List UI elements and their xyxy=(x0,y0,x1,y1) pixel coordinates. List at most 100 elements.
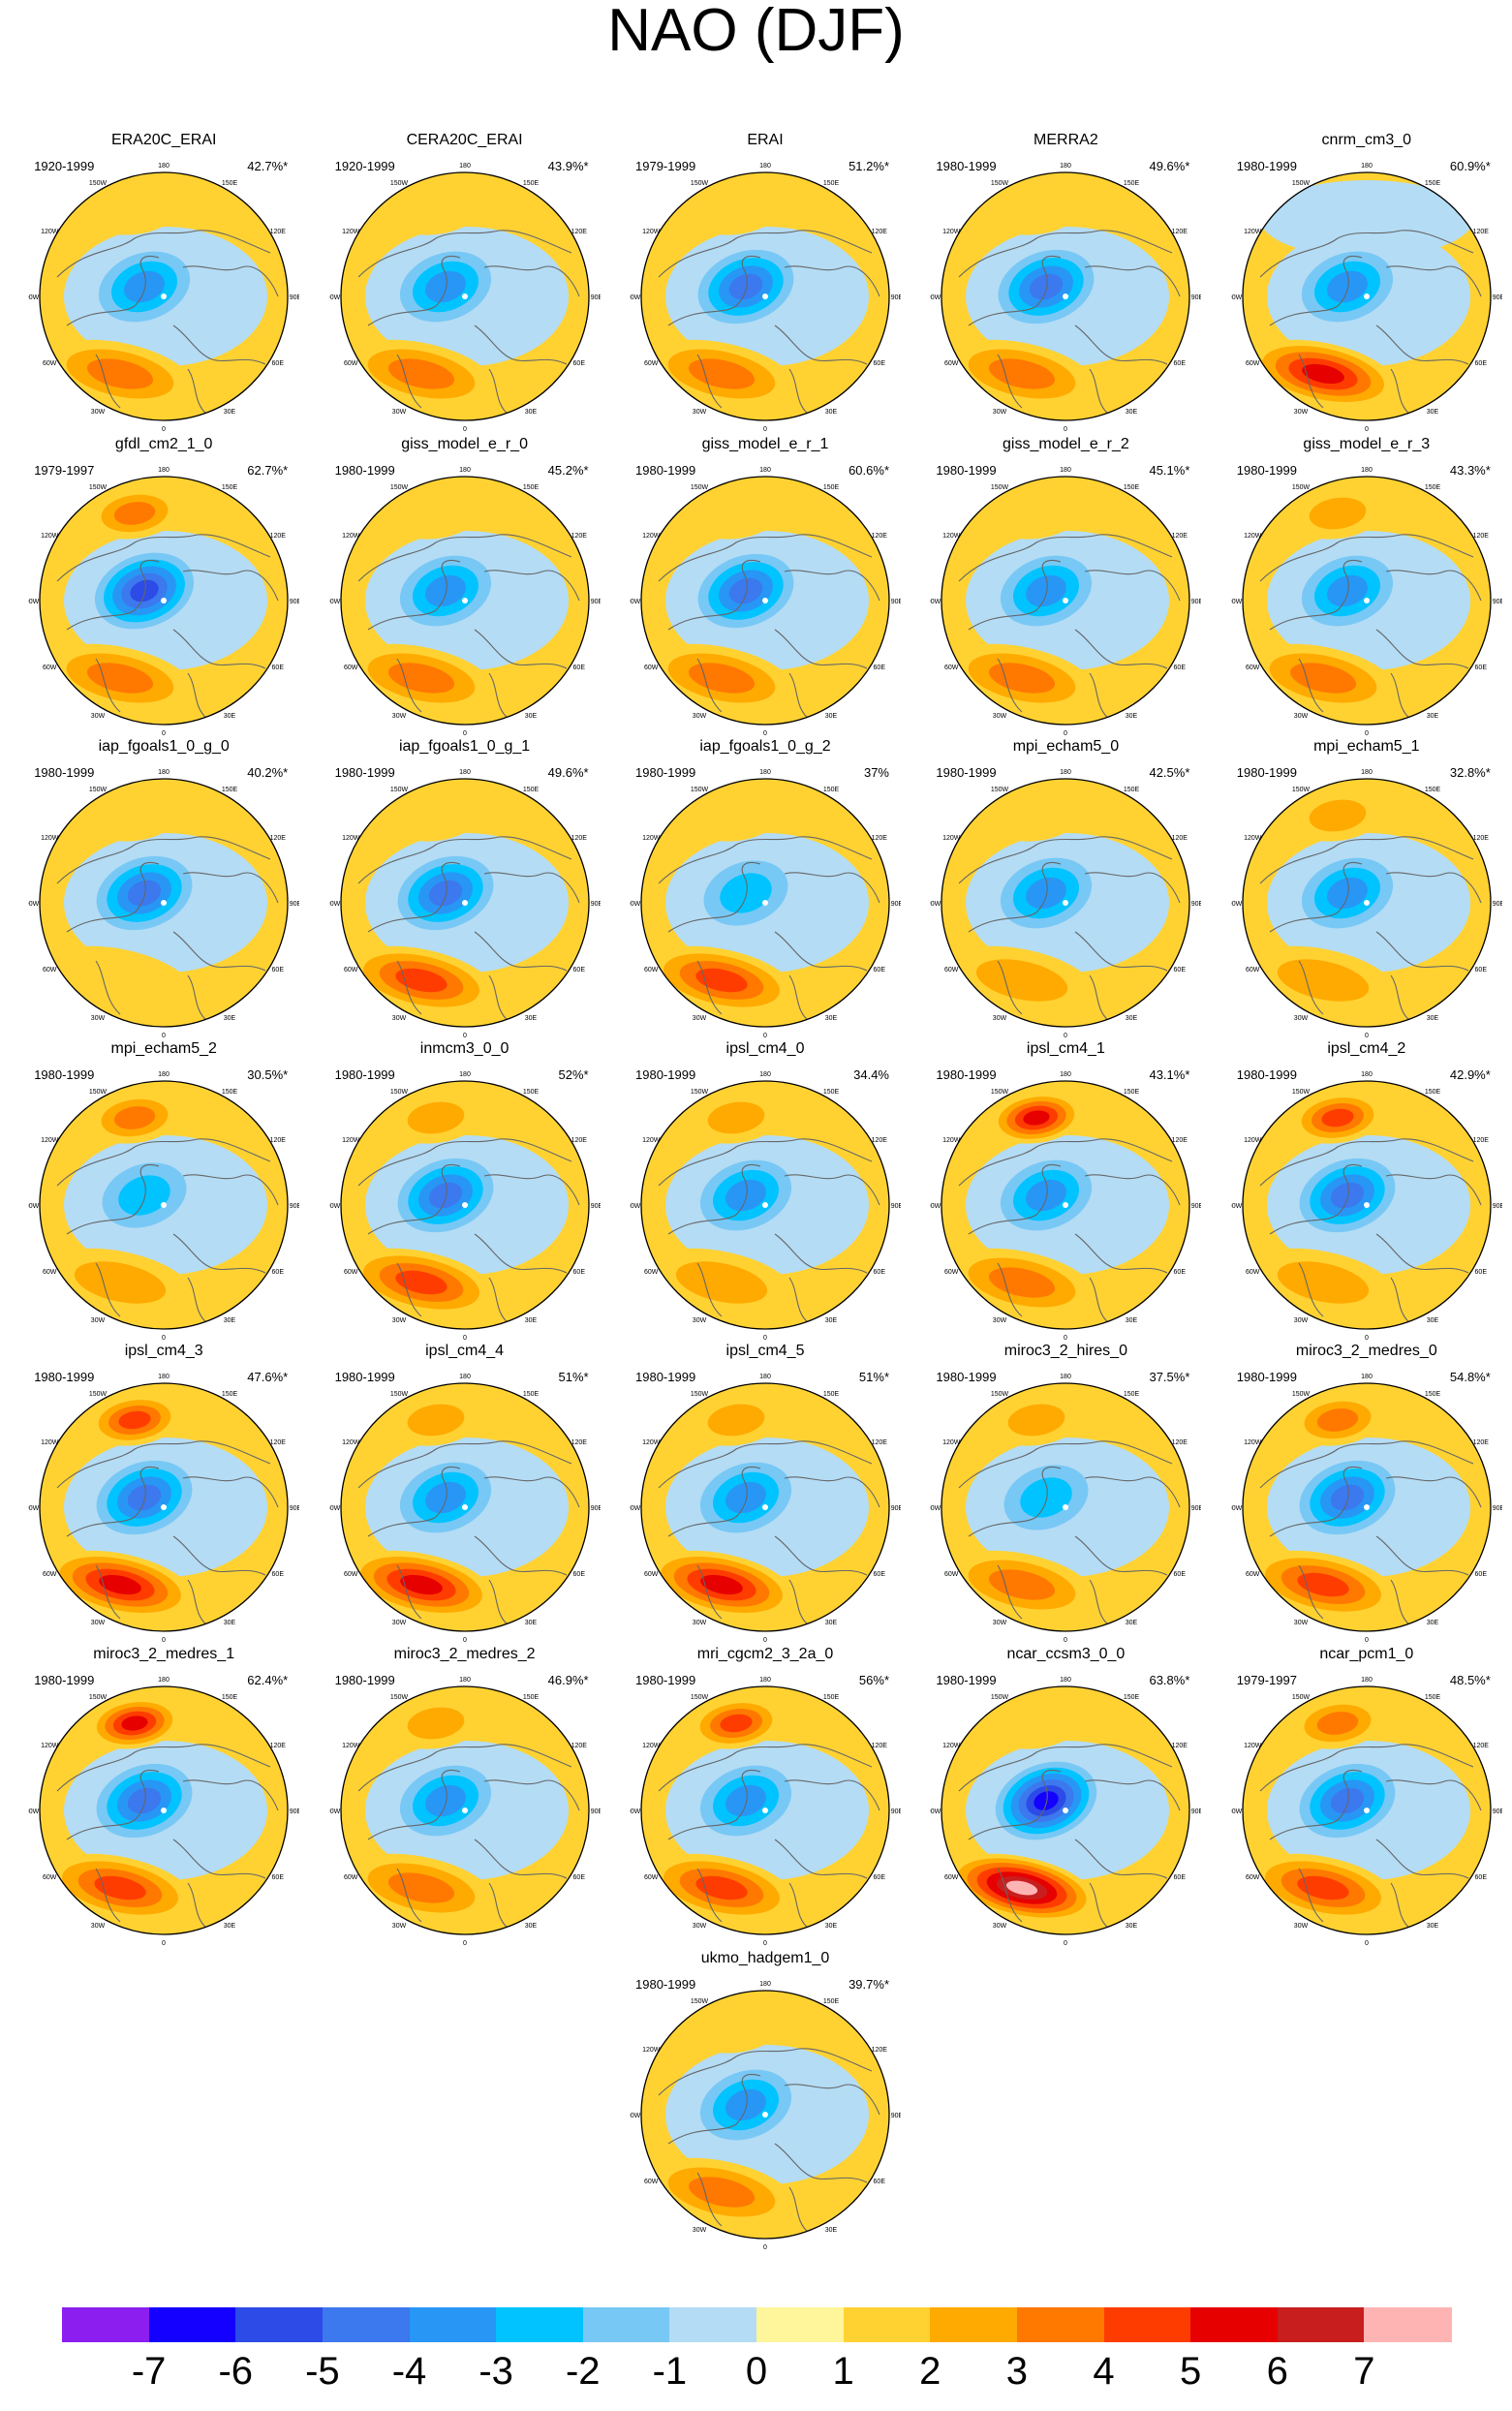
lon-label: 60W xyxy=(1246,967,1260,974)
lon-label: 90E xyxy=(290,1203,299,1210)
lon-label: 90W xyxy=(28,1505,40,1512)
lon-label: 60E xyxy=(272,967,285,974)
lon-label: 30W xyxy=(391,1923,406,1930)
lon-label: 60W xyxy=(43,360,57,367)
lon-label: 0 xyxy=(1365,426,1369,432)
map-boundary xyxy=(941,1079,1191,1330)
panel-explained-variance: 56%* xyxy=(858,1673,889,1688)
lon-label: 150E xyxy=(823,1391,840,1398)
map-boundary xyxy=(339,171,590,421)
lon-label: 90E xyxy=(891,599,901,605)
coastlines xyxy=(357,835,580,1022)
panel-title: miroc3_2_medres_2 xyxy=(393,1646,536,1663)
panel-explained-variance: 40.2%* xyxy=(247,764,289,780)
lon-label: 0 xyxy=(763,730,767,736)
lon-label: 0 xyxy=(1365,730,1369,736)
lon-label: 30W xyxy=(391,712,406,719)
lon-label: 180 xyxy=(1061,467,1072,474)
colorbar-tick-label: 2 xyxy=(919,2350,941,2393)
lon-label: 120E xyxy=(1172,533,1188,540)
lon-label: 120E xyxy=(270,1439,287,1446)
atlantic-high-contour-4 xyxy=(94,1875,146,1901)
lon-label: 120E xyxy=(571,1137,587,1144)
atlantic-high-contour-3 xyxy=(1289,662,1356,694)
lon-label: 90W xyxy=(930,901,941,908)
lon-label: 120E xyxy=(270,1743,287,1749)
panel-explained-variance: 43.9%* xyxy=(547,159,589,173)
coastlines xyxy=(959,1439,1181,1626)
lon-label: 60W xyxy=(1246,1874,1260,1881)
lon-label: 90E xyxy=(590,1203,600,1210)
arctic-low-contour-4 xyxy=(1026,574,1067,606)
panel-explained-variance: 43.1%* xyxy=(1149,1066,1190,1082)
pacific-high-contour-1 xyxy=(388,486,482,540)
lon-label: 120W xyxy=(1244,229,1262,235)
lon-label: 60E xyxy=(1474,1571,1487,1578)
panel-title: giss_model_e_r_0 xyxy=(401,435,528,452)
panel-title: miroc3_2_hires_0 xyxy=(1003,1342,1127,1359)
panel-period: 1980-1999 xyxy=(34,1673,95,1688)
panel-explained-variance: 62.4%* xyxy=(247,1673,289,1688)
polar-map: 180 150E 120E 90E 60E 30E 0 30W 60W 90W 120W 150W xyxy=(630,1071,901,1341)
lon-label: 120E xyxy=(872,2047,888,2054)
lon-label: 60E xyxy=(1174,1269,1187,1276)
polar-map: 180 150E 120E 90E 60E 30E 0 30W 60W 90W 120W 150W xyxy=(329,1071,601,1341)
panel-explained-variance: 63.8%* xyxy=(1149,1673,1190,1688)
lon-label: 180 xyxy=(459,1677,471,1684)
atlantic-high-contour-3 xyxy=(688,358,756,389)
lon-label: 90W xyxy=(930,599,941,605)
lon-label: 90E xyxy=(1191,1505,1201,1512)
atlantic-high-contour-5 xyxy=(399,1574,443,1594)
lon-label: 180 xyxy=(759,467,771,474)
lon-label: 150W xyxy=(89,1391,108,1398)
panel-giss_model_e_r_1: giss_model_e_r_1 1980-1999 60.6%* 180 150E 12… xyxy=(620,436,910,736)
lon-label: 180 xyxy=(1061,1071,1072,1078)
lon-label: 120W xyxy=(1244,1743,1262,1749)
pacific-high-contour-1 xyxy=(990,788,1084,842)
colorbar-swatch xyxy=(496,2307,584,2342)
panel-explained-variance: 51.2%* xyxy=(849,159,889,173)
coastlines xyxy=(959,1744,1181,1930)
lon-label: 120E xyxy=(1472,835,1489,842)
lon-label: 0 xyxy=(1365,1637,1369,1643)
lon-label: 60W xyxy=(944,967,959,974)
arctic-low-contour-5 xyxy=(127,1787,162,1814)
polar-map: 180 150E 120E 90E 60E 30E 0 30W 60W 90W 120W 150W xyxy=(1231,467,1502,736)
lon-label: 120W xyxy=(1244,1137,1262,1144)
lon-label: 30E xyxy=(524,712,537,719)
panel-period: 1980-1999 xyxy=(936,1066,997,1082)
lon-label: 180 xyxy=(158,1677,170,1684)
lon-label: 180 xyxy=(759,1677,771,1684)
lon-label: 30W xyxy=(91,409,106,416)
lon-label: 30W xyxy=(693,1014,707,1021)
lon-label: 90E xyxy=(891,294,901,301)
panel-period: 1920-1999 xyxy=(334,159,395,173)
panel-ukmo_hadgem1_0: ukmo_hadgem1_0 1980-1999 39.7%* 180 150E 120E… xyxy=(620,1950,910,2250)
lon-label: 120E xyxy=(1172,1137,1188,1144)
panel-title: ipsl_cm4_0 xyxy=(725,1039,805,1057)
lon-label: 150E xyxy=(823,1998,840,2005)
arctic-low-contour-5 xyxy=(728,577,763,603)
lon-label: 150E xyxy=(522,1089,539,1096)
lon-label: 60W xyxy=(344,1874,358,1881)
coastlines xyxy=(56,835,279,1022)
lon-label: 120E xyxy=(571,835,587,842)
polar-map: 180 150E 120E 90E 60E 30E 0 30W 60W 90W 120W 150W xyxy=(1231,1071,1502,1341)
lon-label: 90E xyxy=(590,1808,600,1815)
lon-label: 120W xyxy=(642,1137,661,1144)
colorbar-tick-label: -3 xyxy=(478,2350,513,2393)
lon-label: 30W xyxy=(1294,409,1309,416)
lon-label: 60E xyxy=(272,1874,285,1881)
panel-period: 1980-1999 xyxy=(1236,1369,1297,1384)
panel-period: 1980-1999 xyxy=(34,1066,95,1082)
lon-label: 150E xyxy=(522,484,539,491)
arctic-low-contour-5 xyxy=(127,1484,162,1510)
north-pole-marker xyxy=(1363,899,1370,906)
arctic-low-contour-4 xyxy=(424,1481,466,1513)
lon-label: 0 xyxy=(162,1637,166,1643)
lon-label: 150E xyxy=(1124,1391,1140,1398)
lon-label: 30W xyxy=(693,2227,707,2234)
lon-label: 90E xyxy=(1191,901,1201,908)
colorbar-swatch xyxy=(322,2307,410,2342)
lon-label: 150E xyxy=(522,1694,539,1701)
